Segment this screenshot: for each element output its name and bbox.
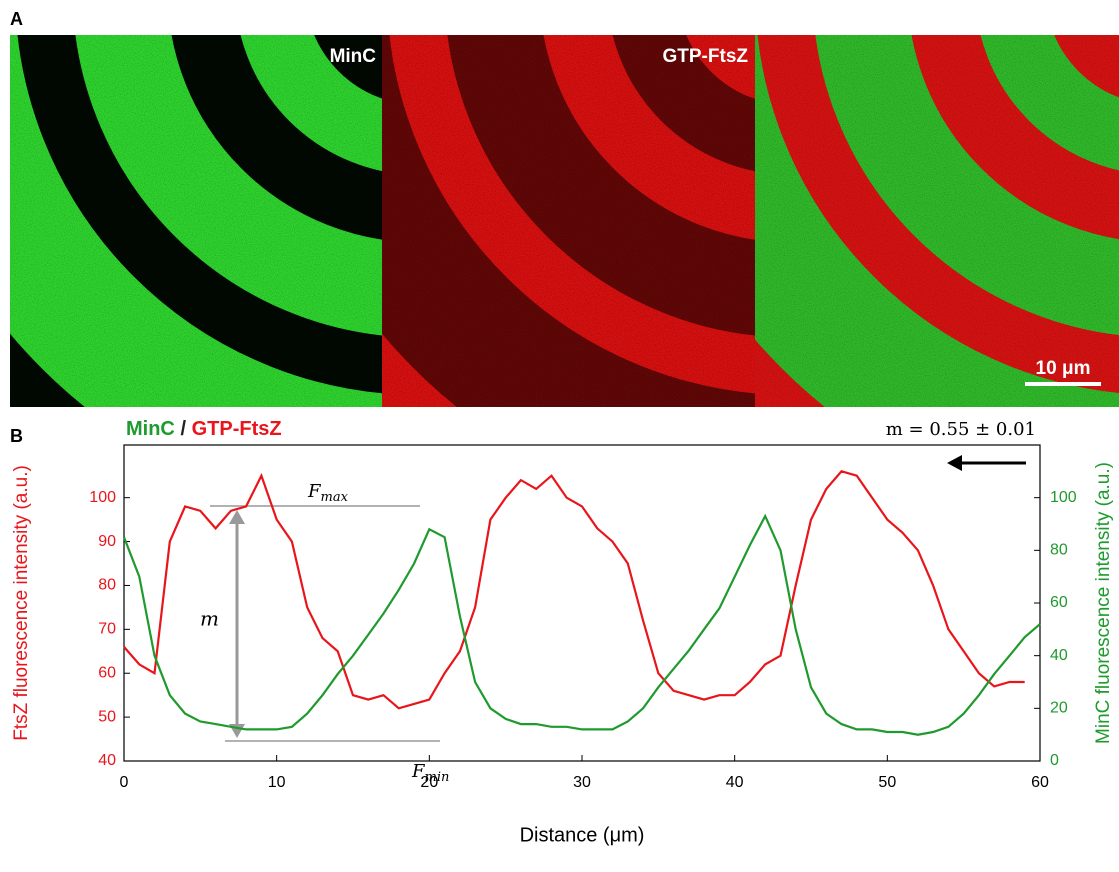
m-label: m xyxy=(200,607,219,631)
image-title: MinC xyxy=(330,46,377,67)
y2-tick-label: 40 xyxy=(1050,647,1068,664)
subscript: min xyxy=(425,770,450,785)
x-tick-label: 10 xyxy=(268,774,286,791)
x-tick-label: 40 xyxy=(726,774,744,791)
x-tick-label: 60 xyxy=(1031,774,1049,791)
y2-tick-label: 20 xyxy=(1050,700,1068,717)
y2-tick-label: 80 xyxy=(1050,542,1068,559)
subscript: max xyxy=(321,490,349,505)
y2-tick-label: 0 xyxy=(1050,752,1059,769)
legend-separator: / xyxy=(180,418,186,440)
merge-image xyxy=(755,35,1119,407)
y2-axis-title: MinC fluorescence intensity (a.u.) xyxy=(1093,462,1114,744)
annotation: m = 0.55 ± 0.01 xyxy=(886,419,1036,440)
symbol: F xyxy=(307,481,322,502)
x-axis-title: Distance (μm) xyxy=(520,824,645,846)
scale-bar-label: 10 μm xyxy=(1036,358,1091,379)
panel-label: A xyxy=(10,9,23,29)
y2-tick-label: 100 xyxy=(1050,489,1077,506)
legend: MinC / GTP-FtsZ xyxy=(126,418,282,440)
y2-tick-label: 60 xyxy=(1050,594,1068,611)
data-line xyxy=(122,513,1041,736)
y-tick-label: 80 xyxy=(98,577,116,594)
plot-frame xyxy=(123,444,1041,762)
y-tick-label: 50 xyxy=(98,708,116,725)
y-axis-title: FtsZ fluorescence intensity (a.u.) xyxy=(11,465,32,741)
minc-image xyxy=(10,35,382,407)
x-tick-label: 20 xyxy=(420,774,438,791)
y-tick-label: 70 xyxy=(98,621,116,638)
fmin-label: Fmin xyxy=(411,761,449,785)
data-line xyxy=(123,470,1025,710)
x-tick-label: 50 xyxy=(878,774,896,791)
symbol: F xyxy=(411,761,426,782)
y-tick-label: 100 xyxy=(89,489,116,506)
panel-label: B xyxy=(10,426,23,446)
image-title: GTP-FtsZ xyxy=(663,46,749,67)
x-tick-label: 0 xyxy=(120,774,129,791)
legend-entry: GTP-FtsZ xyxy=(192,418,282,440)
y-tick-label: 90 xyxy=(98,533,116,550)
x-tick-label: 30 xyxy=(573,774,591,791)
arrow-head xyxy=(947,455,962,471)
y-tick-label: 60 xyxy=(98,664,116,681)
y-tick-label: 40 xyxy=(98,752,116,769)
ftsz-image xyxy=(382,35,755,407)
legend-entry: MinC xyxy=(126,418,175,440)
fmax-label: Fmax xyxy=(307,481,349,505)
